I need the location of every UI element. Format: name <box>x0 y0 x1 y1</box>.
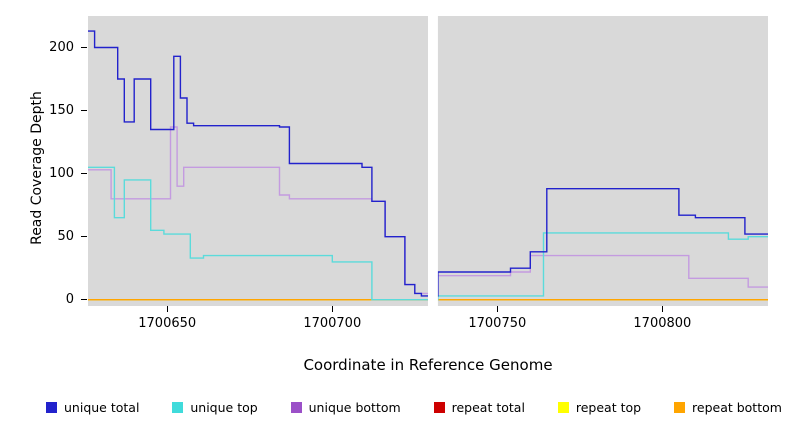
y-tick-label: 200 <box>49 39 74 55</box>
legend-label: repeat total <box>451 400 525 415</box>
x-tick-mark <box>331 306 333 312</box>
legend-swatch-unique-total <box>46 402 57 413</box>
legend-label: repeat top <box>575 400 642 415</box>
legend-item-unique-top: unique top <box>172 400 258 415</box>
legend-item-repeat-bottom: repeat bottom <box>674 400 782 415</box>
legend-label: unique bottom <box>308 400 401 415</box>
no-coverage-gap <box>428 16 438 306</box>
legend-swatch-repeat-bottom <box>674 402 686 413</box>
legend-item-unique-bottom: unique bottom <box>290 400 401 415</box>
plot-canvas <box>88 16 768 306</box>
legend-item-unique-total: unique total <box>46 400 139 415</box>
y-tick-mark <box>81 47 87 49</box>
legend-swatch-unique-bottom <box>290 402 302 413</box>
legend-swatch-repeat-top <box>557 402 569 413</box>
legend-item-repeat-total: repeat total <box>433 400 525 415</box>
x-tick-label: 1700700 <box>303 316 362 331</box>
x-tick-label: 1700800 <box>633 316 692 331</box>
y-tick-label: 50 <box>57 228 74 244</box>
legend: unique total unique top unique bottom repea… <box>46 400 782 415</box>
y-tick-mark <box>81 173 87 175</box>
series-line-unique-total <box>88 30 768 297</box>
y-tick-label: 150 <box>49 102 74 118</box>
legend-swatch-repeat-total <box>433 402 445 413</box>
legend-swatch-unique-top <box>172 402 184 413</box>
legend-label: repeat bottom <box>692 400 782 415</box>
x-tick-mark <box>496 306 498 312</box>
x-tick-mark <box>661 306 663 312</box>
y-tick-mark <box>81 110 87 112</box>
y-tick-label: 100 <box>49 165 74 181</box>
x-axis-title: Coordinate in Reference Genome <box>303 356 553 374</box>
legend-label: unique top <box>190 400 258 415</box>
legend-item-repeat-top: repeat top <box>557 400 642 415</box>
legend-label: unique total <box>64 400 140 415</box>
y-tick-mark <box>81 299 87 301</box>
x-tick-label: 1700750 <box>468 316 527 331</box>
y-tick-mark <box>81 236 87 238</box>
x-tick-label: 1700650 <box>138 316 197 331</box>
y-tick-label: 0 <box>65 291 74 307</box>
plot-area <box>88 16 768 306</box>
x-tick-mark <box>166 306 168 312</box>
series-line-unique-top <box>88 166 768 301</box>
